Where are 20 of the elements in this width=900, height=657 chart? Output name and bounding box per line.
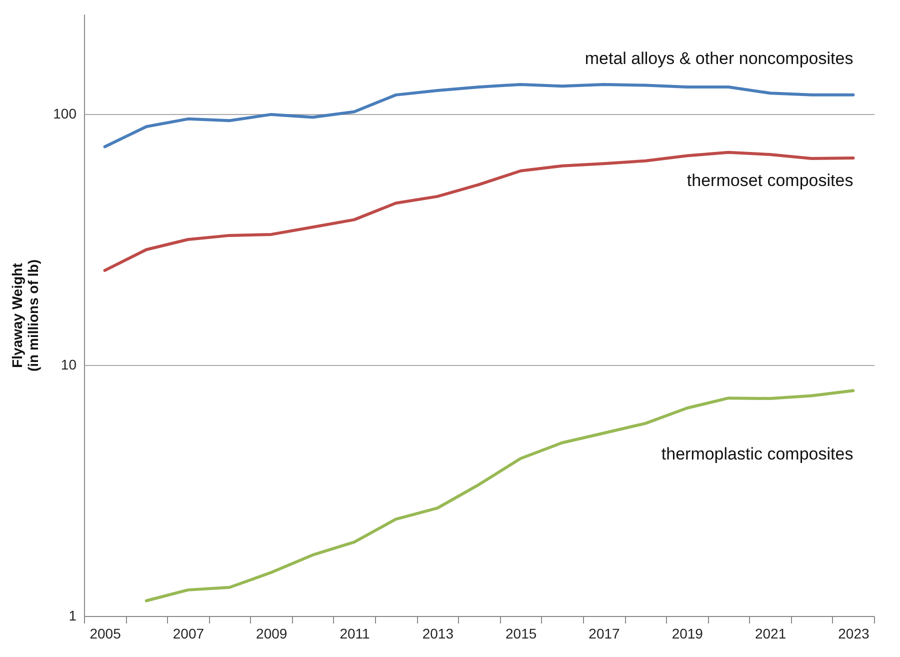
x-tick-label: 2023 xyxy=(838,626,870,642)
series-label: thermoset composites xyxy=(686,171,854,190)
line-series xyxy=(103,82,855,148)
x-tick-label: 2005 xyxy=(90,626,122,642)
series-label: thermoplastic composites xyxy=(661,444,854,464)
x-tick-label: 2019 xyxy=(672,626,704,642)
y-tick-label: 1 xyxy=(68,608,77,624)
x-tick-label: 2015 xyxy=(506,626,537,642)
x-tick-label: 2007 xyxy=(172,626,204,642)
y-tick-label: 100 xyxy=(53,105,77,122)
y-axis-title: Flyaway Weight (in millions of lb) xyxy=(9,260,42,372)
line-series xyxy=(103,150,855,272)
x-tick-label: 2013 xyxy=(422,626,454,642)
series-label: metal alloys & other noncomposites xyxy=(584,48,854,68)
y-tick-label: 10 xyxy=(60,356,77,372)
x-tick-label: 2021 xyxy=(754,626,786,642)
x-tick-label: 2009 xyxy=(256,626,288,642)
x-tick-label: 2017 xyxy=(588,626,620,642)
line-series xyxy=(144,389,855,602)
x-tick-label: 2011 xyxy=(340,626,370,642)
